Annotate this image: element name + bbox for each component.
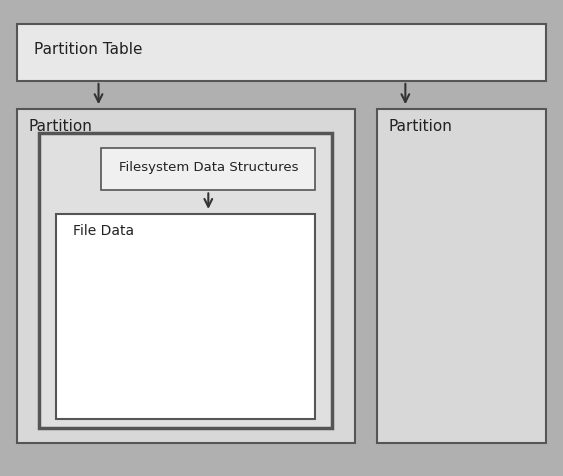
FancyBboxPatch shape <box>17 24 546 81</box>
Text: Filesystem Data Structures: Filesystem Data Structures <box>119 161 298 174</box>
FancyBboxPatch shape <box>56 214 315 419</box>
Text: Partition: Partition <box>28 119 92 134</box>
FancyBboxPatch shape <box>377 109 546 443</box>
Text: Partition: Partition <box>388 119 452 134</box>
FancyBboxPatch shape <box>17 109 355 443</box>
FancyBboxPatch shape <box>39 133 332 428</box>
Text: File Data: File Data <box>73 224 135 238</box>
Text: Partition Table: Partition Table <box>34 42 142 58</box>
FancyBboxPatch shape <box>101 148 315 190</box>
